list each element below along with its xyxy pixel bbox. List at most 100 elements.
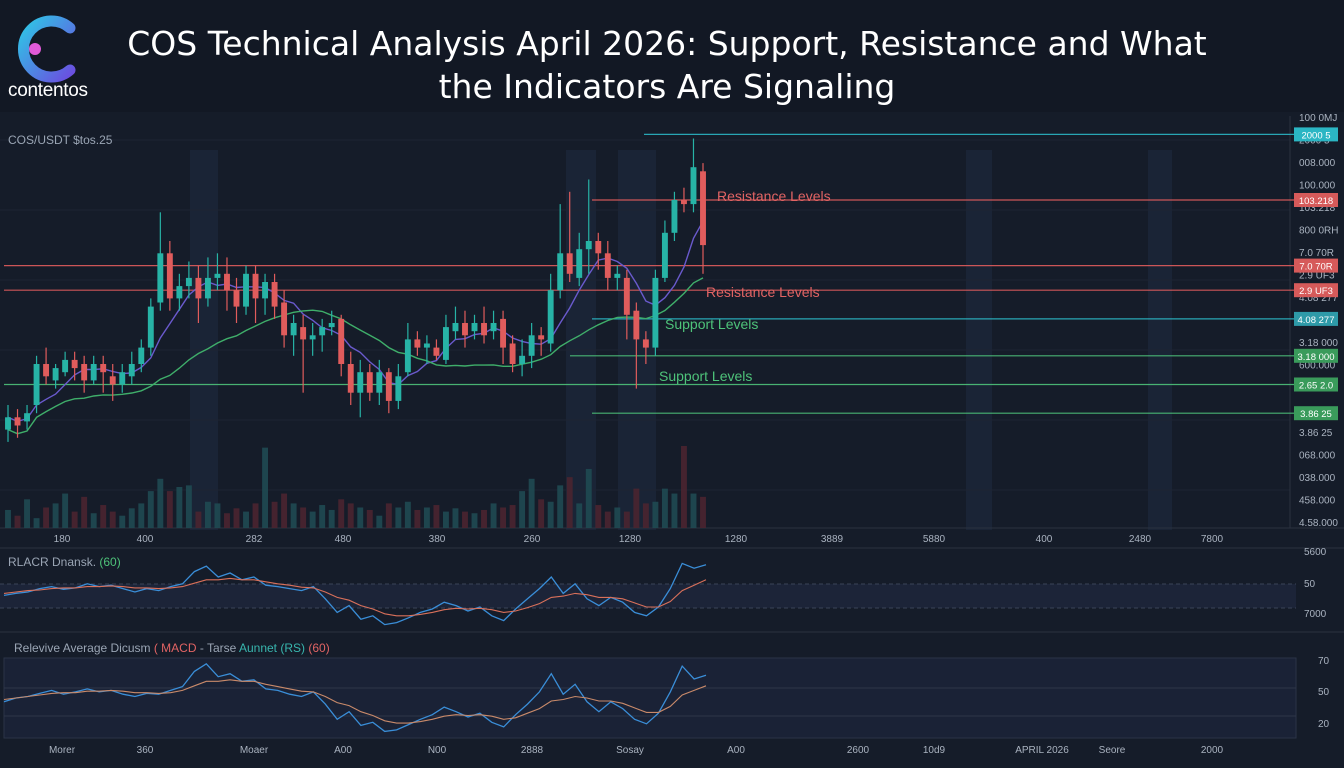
candle-body [90,364,97,381]
candle-body [395,376,402,401]
x-tick-label: 260 [524,534,541,545]
volume-bar [204,501,211,528]
rsi-panel: 70 50 20 Morer 360 Moaer A00 N00 2888 Sosay A00 260… [3,656,1330,756]
volume-bar [500,507,507,528]
macd-signal-line [3,577,707,617]
volume-bar [623,511,630,528]
header: contentos COS Technical Analysis April 2… [0,0,1344,112]
candle-body [138,347,145,364]
macd-label-text: RLACR Dnansk. [8,555,100,569]
rsi-y-label: 70 [1318,656,1330,667]
x-tick-label: 1280 [619,534,642,545]
volume-bar [385,503,392,528]
volume-bar [128,508,135,528]
volume-bar [347,503,354,528]
rsi-x-tick-label: 2888 [521,745,544,756]
candle-body [576,249,583,278]
macd-y-label: 50 [1304,579,1316,590]
volume-bar [328,509,335,528]
candle-body [500,318,507,348]
volume-bar [233,508,240,528]
price-tag-text: 2000 5 [1301,130,1330,141]
candle-body [404,339,411,373]
candle-body [433,347,440,356]
macd-line [3,562,707,626]
candle-body [157,253,164,303]
volume-bar [681,446,687,528]
candle-body [185,277,192,287]
price-tag-text: 3.18 000 [1298,352,1335,363]
rsi-x-tick-label: 2000 [1201,745,1224,756]
price-tag-text: 103.218 [1299,196,1333,207]
candle-body [147,306,154,348]
candle-body [490,323,497,332]
candle-body [595,241,602,254]
candle-body [414,339,421,348]
macd-band [0,584,1296,608]
highlight-band [618,150,656,530]
candle-body [452,323,459,332]
price-axis-label: 3.86 25 [1299,428,1333,439]
rsi-average-line [3,679,707,724]
candle-body [385,372,392,401]
rsi-label-series: Aunnet (RS) [238,641,306,655]
candle-body [119,372,126,385]
macd-y-label: 7000 [1304,609,1327,620]
rsi-label-macd: ( MACD [153,641,197,655]
volume-bar [290,503,297,528]
x-tick-label: 400 [137,534,154,545]
candle-body [690,167,697,205]
rsi-y-label: 20 [1318,719,1330,730]
price-axis-label: 068.000 [1299,451,1336,462]
candle-body [262,282,269,299]
volume-bar [100,505,107,528]
highlight-band [190,150,218,530]
candle-body [71,359,78,369]
candle-body [166,253,173,299]
volume-bar [585,468,592,528]
volume-bar [642,503,649,528]
candle-body [214,273,221,278]
rsi-x-tick-label: 2600 [847,745,870,756]
candle-body [614,273,621,278]
volume-bar [309,511,316,528]
volume-bar [652,501,659,528]
contentos-logo-icon [17,15,76,83]
rsi-label-value: (60) [305,641,330,655]
volume-bar [404,501,411,528]
price-tag-text: 2.65 2.0 [1299,381,1333,392]
price-axis-label: 800 0RH [1299,226,1338,237]
x-tick-label: 1280 [725,534,748,545]
volume-bar [423,507,430,528]
volume-bar [700,496,706,528]
candle-body [376,372,383,393]
candle-body [62,359,69,373]
price-axis-label: 103.218 [1299,203,1336,214]
rsi-x-tick-label: 360 [137,745,154,756]
volume-bar [576,503,583,528]
price-axis-label: 100.000 [1299,181,1336,192]
volume-bar [138,503,145,528]
pair-label: COS/USDT $tos.25 [8,133,113,147]
candle-body [366,372,373,393]
price-tag-box [1294,406,1338,421]
volume-bar [595,505,602,528]
volume-bar [24,499,30,528]
candle-body [224,273,230,291]
price-tag-box [1294,127,1338,142]
candlesticks [5,138,706,442]
volume-bar [604,511,611,528]
rsi-x-tick-label: A00 [334,745,352,756]
volume-bar [43,507,50,528]
price-axis-label: 600.000 [1299,361,1336,372]
volume-bar [490,503,497,528]
candle-body [204,277,211,299]
macd-panel: 5600 50 7000 [0,547,1327,626]
highlight-band [1148,150,1172,530]
volume-bar [195,511,202,528]
candle-body [319,327,326,336]
x-tick-label: 380 [429,534,446,545]
rsi-x-tick-label: Moaer [240,745,269,756]
volume-bar [119,515,126,528]
candle-body [585,241,592,250]
